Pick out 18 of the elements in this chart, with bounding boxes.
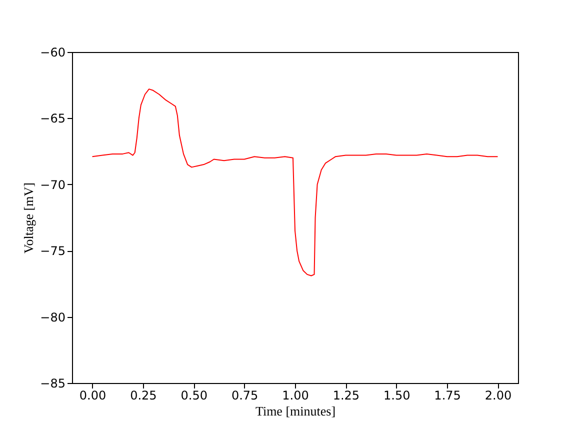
x-tick-label: 2.00 — [484, 388, 512, 402]
x-axis-title: Time [minutes] — [255, 404, 336, 418]
x-tick-label: 1.50 — [384, 388, 410, 402]
x-tick-label: 1.00 — [282, 388, 309, 402]
x-tick-label: 1.25 — [332, 388, 360, 402]
y-axis-title: Voltage [mV] — [21, 182, 36, 254]
x-tick-label: 0.50 — [180, 388, 208, 402]
y-tick-label: −85 — [40, 376, 66, 390]
x-tick-label: 0.00 — [79, 388, 106, 402]
y-tick-label: −75 — [40, 244, 66, 258]
y-tick-label: −60 — [40, 46, 66, 60]
y-tick-label: −80 — [40, 310, 66, 324]
y-tick-label: −70 — [40, 178, 66, 192]
x-tick-label: 1.75 — [434, 388, 461, 402]
y-tick-label: −65 — [40, 112, 66, 126]
line-series — [92, 88, 498, 276]
x-tick-label: 0.25 — [130, 388, 157, 402]
x-tick-label: 0.75 — [231, 388, 258, 402]
